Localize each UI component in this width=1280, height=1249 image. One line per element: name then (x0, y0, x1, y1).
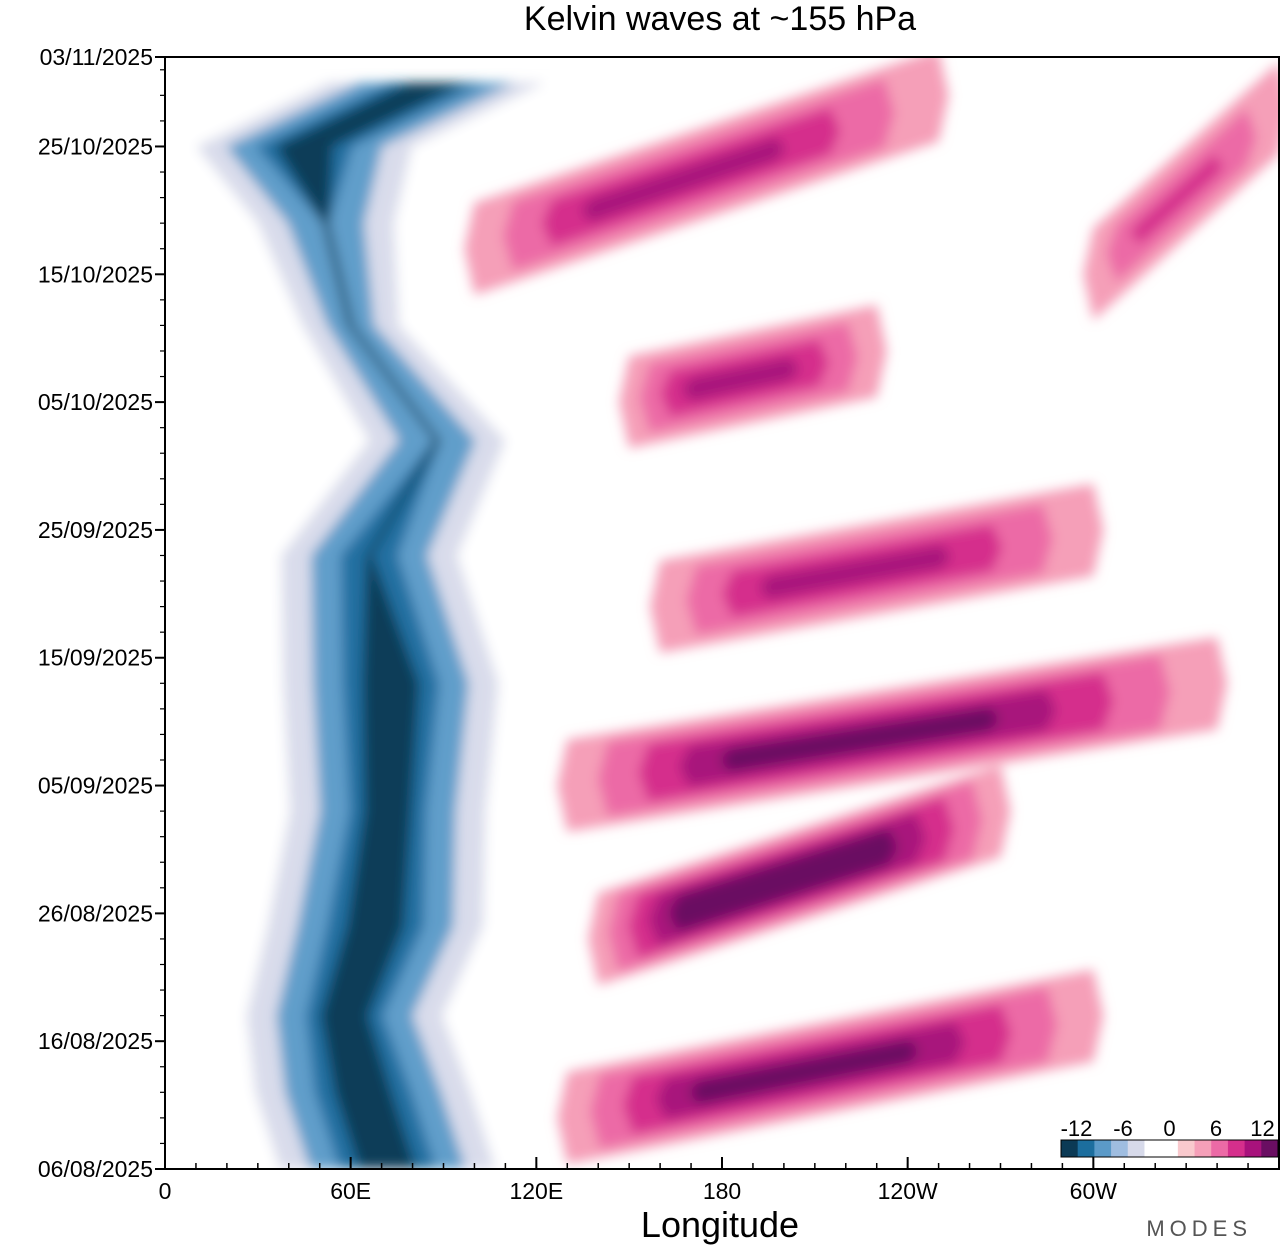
negative-anomaly-band (165, 82, 631, 1169)
wave-4-contour-8 (681, 357, 801, 401)
wave-6-contour-6 (1129, 154, 1225, 245)
colorbar-swatch (1194, 1140, 1212, 1157)
colorbar-swatch (1177, 1140, 1196, 1157)
y-tick-label: 03/11/2025 (40, 44, 153, 70)
x-tick-label: 120W (878, 1178, 938, 1204)
colorbar-frame (1060, 1139, 1279, 1158)
colorbar-swatch (1127, 1140, 1145, 1157)
colorbar-label: 6 (1210, 1116, 1222, 1141)
wave-5-contour-8 (580, 137, 787, 222)
y-axis: 06/08/2025 16/08/2025 26/08/2025 05/09/2025… (38, 44, 165, 1182)
wave-1-contour-12 (688, 844, 870, 919)
colorbar-swatch (1077, 1140, 1095, 1157)
x-tick-label: 60W (1070, 1178, 1118, 1204)
chart-title: Kelvin waves at ~155 hPa (524, 0, 916, 38)
colorbar: -12 -6 0 6 12 (1060, 1116, 1279, 1158)
x-tick-label: 180 (703, 1178, 741, 1204)
colorbar-swatch (1094, 1140, 1112, 1157)
wave-3-contour-8 (758, 545, 952, 599)
y-tick-label: 15/09/2025 (38, 645, 153, 671)
y-tick-label: 05/10/2025 (38, 389, 153, 415)
wave-2-contour-10 (719, 707, 1000, 772)
negative-contour-13 (275, 82, 466, 1169)
colorbar-swatch (1261, 1140, 1279, 1157)
colorbar-swatch (1144, 1140, 1162, 1157)
contour-field (165, 57, 1279, 1169)
y-tick-label: 05/09/2025 (38, 773, 153, 799)
colorbar-swatch (1161, 1140, 1179, 1157)
x-tick-label: 60E (330, 1178, 371, 1204)
wave-0-contour-10 (688, 1039, 920, 1104)
x-tick-label: 0 (159, 1178, 172, 1204)
y-tick-label: 25/09/2025 (38, 517, 153, 543)
colorbar-swatch (1244, 1140, 1262, 1157)
x-tick-label: 120E (509, 1178, 563, 1204)
colorbar-label: 0 (1163, 1116, 1175, 1141)
brand-logo: MODES (1146, 1216, 1252, 1241)
colorbar-swatch (1227, 1140, 1246, 1157)
y-tick-label: 25/10/2025 (38, 133, 153, 159)
y-tick-label: 06/08/2025 (38, 1156, 153, 1182)
colorbar-label: 12 (1250, 1116, 1274, 1141)
y-tick-label: 15/10/2025 (38, 261, 153, 287)
colorbar-swatch (1061, 1140, 1079, 1157)
y-tick-label: 16/08/2025 (38, 1028, 153, 1054)
y-tick-label: 26/08/2025 (38, 900, 153, 926)
colorbar-swatch (1111, 1140, 1129, 1157)
x-axis-title: Longitude (641, 1204, 799, 1245)
colorbar-label: -12 (1061, 1116, 1093, 1141)
colorbar-swatch (1211, 1140, 1229, 1157)
x-axis: 0 60E 120E 180 120W 60W (159, 1157, 1280, 1204)
colorbar-label: -6 (1113, 1116, 1133, 1141)
positive-anomaly-waves (464, 57, 1279, 1164)
